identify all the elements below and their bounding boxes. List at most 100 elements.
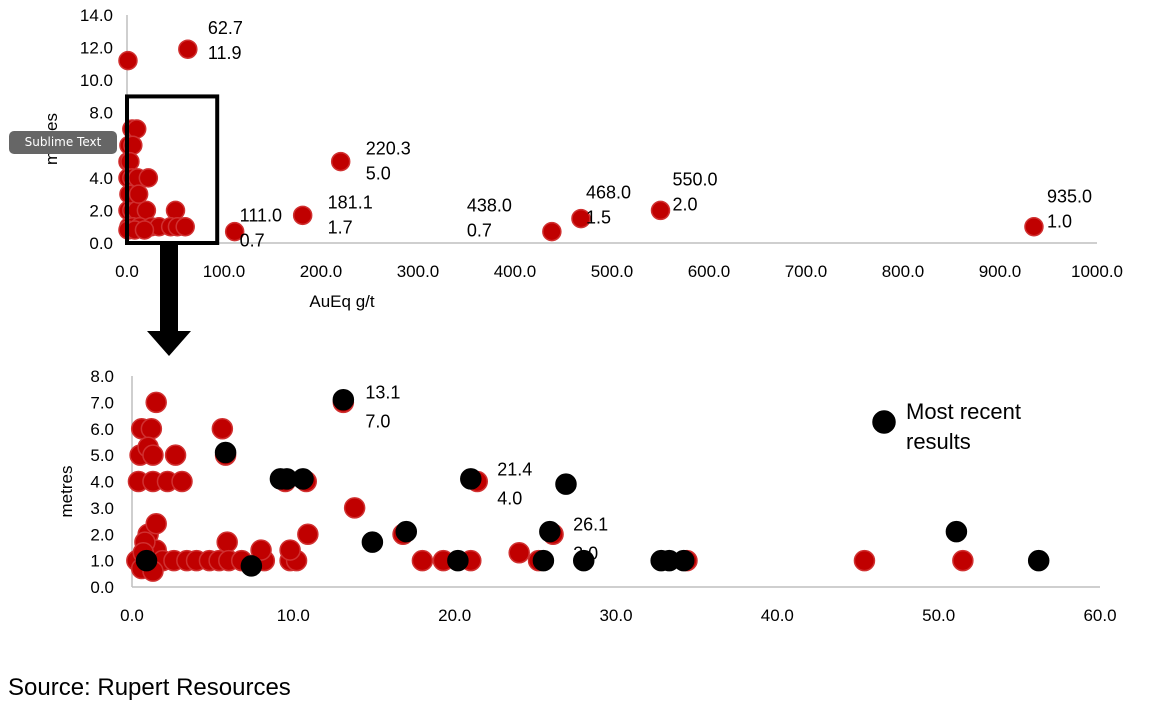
result-point [297,523,319,545]
data-label: 26.1 [573,514,608,534]
y-tick-label: 1.0 [90,552,114,571]
result-point [118,50,138,71]
data-label: 1.5 [586,208,611,228]
data-label: 0.7 [240,231,265,251]
result-point [853,549,876,572]
data-label: 7.0 [365,411,390,431]
recent-result-point [292,468,314,490]
arrow-shaft [160,243,178,331]
y-tick-label: 12.0 [80,39,113,58]
recent-result-point [555,473,577,495]
data-label: 1.0 [1047,212,1072,232]
result-point [1024,216,1044,237]
result-point [508,541,530,564]
y-tick-label: 5.0 [90,446,114,465]
data-label: 2.0 [673,194,698,214]
result-point [224,221,245,242]
data-label: 21.4 [497,460,532,480]
result-point [120,151,140,172]
y-tick-label: 0.0 [90,578,114,597]
result-point [952,549,974,572]
result-point [138,168,159,188]
legend: Most recent results [872,399,1021,454]
y-tick-label: 2.0 [90,525,114,544]
y-tick-label: 4.0 [90,473,114,492]
recent-result-point [332,388,355,411]
x-tick-label: 700.0 [785,262,828,281]
data-label: 935.0 [1047,187,1092,207]
recent-result-point [447,549,469,572]
data-label: 62.7 [208,18,243,38]
result-point [330,151,351,172]
data-label: 2.0 [573,543,598,563]
data-label: 550.0 [673,169,718,189]
y-tick-label: 4.0 [89,169,113,188]
legend-label: results [906,429,971,454]
result-point [142,444,164,466]
x-axis-title: AuEq g/t [309,292,374,311]
result-point [542,221,562,242]
legend-marker [872,410,896,434]
result-point [411,549,434,572]
data-label: 13.1 [365,382,400,402]
result-point [650,200,671,221]
recent-result-point [395,520,418,543]
legend-label: Most recent [906,399,1021,424]
x-tick-label: 20.0 [438,606,471,625]
result-point [571,208,591,229]
data-label: 4.0 [497,489,522,509]
result-point [178,39,198,59]
y-tick-label: 10.0 [80,71,113,90]
y-tick-label: 8.0 [89,104,113,123]
result-point [279,539,301,561]
recent-result-point [539,520,561,543]
x-tick-label: 0.0 [120,606,144,625]
arrow-head [147,331,191,356]
result-point [145,512,167,535]
y-tick-label: 6.0 [90,420,114,439]
zoom-arrow [147,243,191,356]
x-tick-label: 10.0 [277,606,310,625]
recent-result-point [135,549,158,572]
x-tick-label: 800.0 [882,262,925,281]
data-label: 5.0 [366,164,391,184]
recent-result-point [214,441,237,464]
x-tick-label: 1000.0 [1071,262,1123,281]
x-tick-label: 100.0 [203,262,246,281]
recent-result-point [945,520,968,543]
x-tick-label: 900.0 [979,262,1022,281]
y-tick-label: 8.0 [90,367,114,386]
result-point [136,200,157,221]
data-label: 468.0 [586,183,631,203]
x-tick-label: 600.0 [688,262,731,281]
result-point [292,205,313,226]
recent-result-point [1027,549,1050,572]
result-point [216,531,238,553]
result-point [126,119,147,139]
x-tick-label: 300.0 [397,262,440,281]
result-point [145,391,167,414]
result-point [211,418,234,440]
recent-result-point [361,531,384,553]
data-label: 220.3 [366,139,411,159]
data-label: 438.0 [467,196,512,216]
x-tick-label: 200.0 [300,262,343,281]
result-point [165,200,186,221]
recent-result-point [532,549,555,572]
result-point [164,444,187,466]
y-tick-label: 0.0 [89,234,113,253]
recent-result-point [240,555,263,577]
x-tick-label: 30.0 [599,606,632,625]
app-tooltip: Sublime Text [9,131,117,154]
result-point [140,418,163,440]
recent-result-point [572,549,595,572]
zoomed-chart: 0.0 10.0 20.0 30.0 40.0 50.0 60.0 0.0 1.0 2.0 3.0 4… [57,367,1117,625]
result-point [171,470,193,493]
x-tick-label: 60.0 [1083,606,1116,625]
x-tick-label: 50.0 [922,606,955,625]
source-caption: Source: Rupert Resources [8,674,291,701]
result-point [128,184,149,204]
x-tick-label: 0.0 [115,262,139,281]
y-tick-label: 7.0 [90,393,114,412]
y-tick-label: 2.0 [89,201,113,220]
